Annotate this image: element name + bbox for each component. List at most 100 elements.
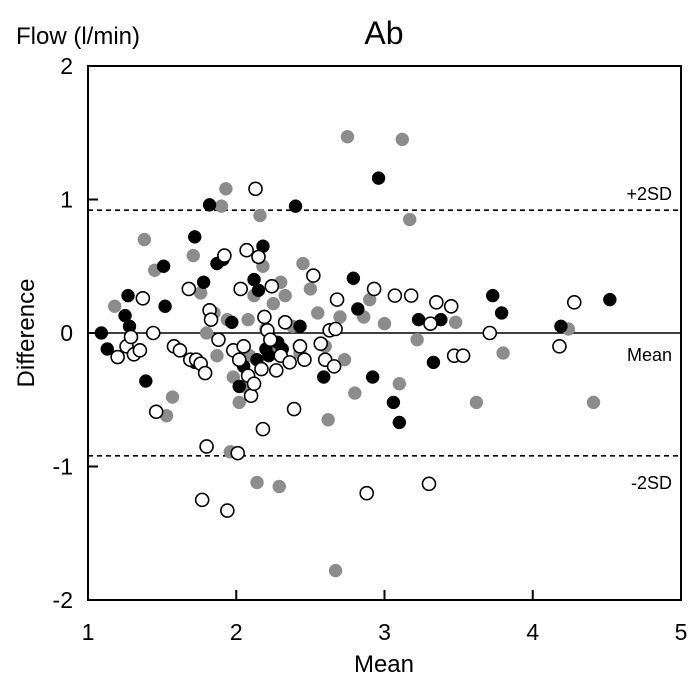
point-open-circle: [231, 352, 247, 368]
point-filled-black: [158, 299, 172, 314]
point-filled-gray: [250, 475, 264, 490]
point-open-circle: [286, 401, 302, 417]
point-filled-gray: [199, 326, 214, 340]
point-filled-black: [346, 271, 361, 286]
point-filled-gray: [337, 352, 352, 367]
point-open-circle: [251, 249, 266, 265]
point-filled-gray: [272, 479, 286, 494]
point-open-circle: [429, 294, 444, 310]
point-open-circle: [230, 445, 246, 461]
point-open-circle: [292, 339, 308, 354]
y-tick-label: 0: [60, 320, 73, 346]
point-filled-gray: [402, 212, 417, 227]
point-filled-gray: [214, 199, 229, 213]
point-open-circle: [443, 298, 459, 314]
point-open-circle: [197, 365, 213, 381]
point-filled-black: [121, 288, 135, 303]
point-filled-black: [202, 198, 217, 212]
point-filled-black: [288, 199, 303, 213]
point-open-circle: [306, 268, 321, 283]
point-open-circle: [243, 388, 259, 404]
point-filled-gray: [377, 316, 392, 331]
y-tick-label: -1: [53, 454, 73, 480]
point-filled-black: [365, 370, 380, 384]
point-open-circle: [313, 336, 329, 351]
point-filled-black: [554, 319, 568, 334]
point-filled-gray: [496, 346, 510, 360]
point-filled-gray: [266, 296, 281, 311]
point-open-circle: [203, 312, 219, 327]
point-open-circle: [217, 248, 232, 263]
y-tick-label: 2: [60, 53, 73, 79]
point-filled-gray: [137, 232, 152, 247]
point-open-circle: [194, 492, 210, 508]
axis-ticks: 1 2 3 4 5 -2 -1 0 1 2: [53, 53, 688, 645]
point-open-circle: [172, 343, 188, 358]
point-filled-gray: [186, 248, 201, 263]
point-open-circle: [366, 281, 382, 297]
point-open-circle: [211, 332, 226, 347]
point-open-circle: [145, 325, 161, 341]
point-filled-gray: [311, 306, 325, 320]
point-open-circle: [423, 316, 438, 331]
point-open-circle: [329, 292, 345, 307]
point-filled-gray: [303, 282, 318, 296]
point-filled-gray: [232, 395, 246, 410]
point-filled-black: [316, 370, 331, 384]
point-filled-gray: [586, 395, 601, 410]
point-filled-black: [411, 312, 426, 327]
point-open-circle: [132, 343, 148, 358]
reference-label-mean: Mean: [627, 345, 672, 365]
point-open-circle: [552, 339, 567, 354]
point-open-circle: [482, 325, 498, 341]
point-open-circle: [268, 363, 284, 378]
y-axis-title: Difference: [13, 279, 40, 388]
point-filled-black: [156, 259, 171, 273]
point-filled-black: [100, 342, 115, 356]
point-open-circle: [328, 321, 343, 337]
point-filled-gray: [253, 208, 267, 223]
point-open-circle: [199, 439, 214, 454]
point-filled-gray: [392, 376, 407, 391]
point-filled-black: [351, 302, 365, 316]
point-filled-gray: [210, 348, 224, 363]
point-filled-black: [196, 275, 211, 290]
point-filled-black: [251, 283, 266, 298]
point-filled-gray: [321, 413, 335, 427]
x-tick-label: 3: [378, 619, 391, 645]
point-open-circle: [387, 288, 403, 303]
point-filled-black: [494, 306, 509, 320]
point-filled-gray: [469, 395, 484, 410]
point-open-circle: [248, 181, 263, 197]
point-filled-black: [262, 348, 276, 363]
reference-lines: +2SD Mean -2SD: [88, 184, 681, 493]
point-open-circle: [403, 288, 419, 303]
point-open-circle: [255, 421, 271, 437]
point-open-circle: [455, 348, 471, 363]
point-filled-gray: [448, 315, 463, 330]
reference-label-minus-2sd: -2SD: [631, 473, 672, 493]
x-tick-label: 4: [526, 619, 539, 645]
point-open-circle: [246, 376, 262, 392]
point-filled-gray: [241, 312, 255, 327]
point-open-circle: [277, 315, 293, 330]
point-filled-gray: [107, 299, 122, 314]
point-open-circle: [135, 290, 151, 306]
point-open-circle: [239, 242, 254, 258]
point-filled-black: [293, 319, 307, 334]
chart-title: Ab: [364, 15, 403, 51]
point-open-circle: [123, 329, 139, 345]
data-points: [94, 130, 617, 578]
point-filled-gray: [278, 288, 292, 303]
point-open-circle: [264, 278, 280, 294]
point-filled-black: [232, 379, 246, 394]
point-open-circle: [257, 309, 272, 325]
x-tick-label: 1: [82, 619, 95, 645]
point-filled-black: [485, 288, 500, 303]
x-tick-label: 5: [675, 619, 688, 645]
point-open-circle: [421, 476, 437, 492]
point-open-circle: [220, 503, 235, 518]
unit-label: Flow (l/min): [16, 23, 140, 50]
